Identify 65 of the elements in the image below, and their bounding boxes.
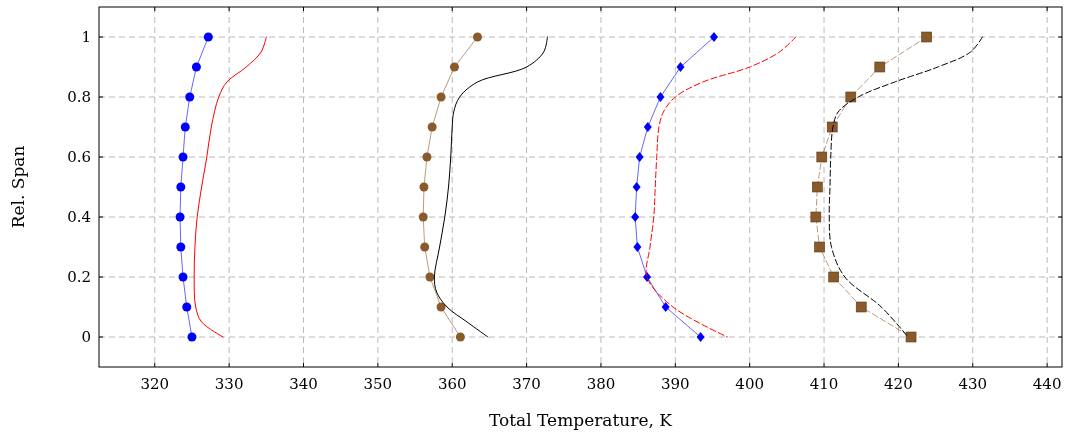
point <box>631 212 640 222</box>
point <box>436 302 446 312</box>
point <box>187 332 197 342</box>
line-series <box>645 36 797 338</box>
line-series <box>193 36 267 338</box>
x-tick-label: 350 <box>363 375 393 393</box>
point <box>203 32 213 42</box>
point <box>635 152 644 162</box>
point <box>191 62 201 72</box>
x-tick-label: 370 <box>512 375 541 393</box>
point <box>661 302 670 312</box>
point <box>816 151 828 163</box>
point <box>696 332 705 342</box>
point <box>180 122 190 132</box>
x-tick-label: 400 <box>735 375 764 393</box>
point <box>810 211 822 223</box>
point <box>419 182 429 192</box>
point <box>828 271 840 283</box>
point <box>176 182 186 192</box>
x-axis-title: Total Temperature, K <box>489 410 673 430</box>
point <box>676 62 685 72</box>
x-tick-label: 380 <box>586 375 616 393</box>
y-tick-label: 0.8 <box>67 88 91 107</box>
y-tick-label: 0.4 <box>67 208 91 227</box>
point <box>874 61 886 73</box>
point <box>632 182 641 192</box>
point <box>449 62 459 72</box>
point <box>182 302 192 312</box>
point <box>473 32 483 42</box>
point <box>656 92 665 102</box>
x-tick-label: 330 <box>214 375 244 393</box>
point <box>422 152 432 162</box>
y-tick-label: 1 <box>81 28 91 47</box>
point <box>845 91 857 103</box>
x-tick-label: 360 <box>437 375 467 393</box>
point <box>855 301 867 313</box>
y-tick-label: 0.6 <box>67 148 91 167</box>
point <box>176 242 186 252</box>
x-tick-label: 430 <box>958 375 988 393</box>
point <box>427 122 437 132</box>
point <box>643 122 652 132</box>
point <box>178 272 188 282</box>
point <box>418 212 428 222</box>
point <box>185 92 195 102</box>
x-tick-label: 410 <box>809 375 839 393</box>
point <box>812 181 823 193</box>
point <box>455 332 465 342</box>
point <box>175 212 185 222</box>
x-tick-label: 440 <box>1032 375 1062 393</box>
point <box>633 242 642 252</box>
x-tick-label: 390 <box>660 375 690 393</box>
point <box>436 92 446 102</box>
x-tick-label: 340 <box>289 375 318 393</box>
point <box>905 331 917 343</box>
point <box>178 152 188 162</box>
point <box>814 241 825 253</box>
point <box>921 31 932 43</box>
y-tick-label: 0.2 <box>67 268 91 287</box>
point <box>420 242 430 252</box>
point <box>709 32 718 42</box>
x-tick-label: 420 <box>884 375 913 393</box>
y-axis-title: Rel. Span <box>8 145 28 229</box>
point <box>425 272 435 282</box>
x-tick-label: 320 <box>140 375 170 393</box>
y-tick-label: 0 <box>81 328 91 347</box>
